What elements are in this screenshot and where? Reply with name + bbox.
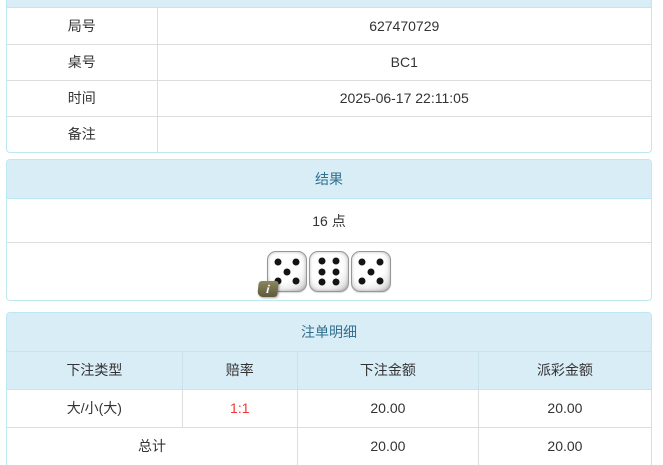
col-header-odds: 赔率 — [181, 352, 298, 389]
die-pip — [376, 258, 384, 266]
die-pip — [283, 268, 291, 275]
die-pip — [376, 277, 384, 285]
die-pip — [358, 277, 366, 285]
die-pip — [318, 257, 326, 265]
die-pip — [332, 278, 340, 286]
die-face-6 — [309, 251, 349, 292]
table-row: 桌号 BC1 — [7, 43, 651, 80]
total-payout-amount: 20.00 — [477, 426, 651, 465]
dice-row: i — [7, 243, 651, 300]
die-pip — [367, 268, 375, 275]
table-id-label: 桌号 — [7, 43, 158, 80]
table-row: 备注 — [7, 115, 651, 152]
result-points: 16 点 — [7, 199, 651, 243]
bets-header-row: 下注类型 赔率 下注金额 派彩金额 — [7, 352, 651, 389]
die-pip — [292, 258, 300, 266]
total-row: 总计 20.00 20.00 — [7, 426, 651, 465]
die-pip — [318, 268, 326, 275]
time-value: 2025-06-17 22:11:05 — [157, 79, 651, 116]
table-row: 局号 627470729 — [7, 8, 651, 44]
bet-details-panel: 注单明细 下注类型 赔率 下注金额 派彩金额 大/小(大) 1:1 20.00 … — [6, 312, 652, 465]
bet-row: 大/小(大) 1:1 20.00 20.00 — [7, 388, 651, 427]
col-header-payout-amount: 派彩金额 — [477, 352, 651, 389]
die-pip — [274, 258, 282, 266]
die-pip — [292, 277, 300, 285]
table-row: 时间 2025-06-17 22:11:05 — [7, 79, 651, 116]
game-info-panel: 局号 627470729 桌号 BC1 时间 2025-06-17 22:11:… — [6, 0, 652, 153]
remark-value — [157, 115, 651, 152]
table-id-value: BC1 — [157, 43, 651, 80]
die-pip — [358, 258, 366, 266]
bet-type: 大/小(大) — [7, 388, 183, 427]
total-label: 总计 — [7, 426, 298, 465]
bet-details-title: 注单明细 — [7, 313, 651, 352]
game-info-table: 局号 627470729 桌号 BC1 时间 2025-06-17 22:11:… — [7, 8, 651, 152]
bet-odds: 1:1 — [181, 388, 298, 427]
die-pip — [332, 257, 340, 265]
bet-amount: 20.00 — [296, 388, 479, 427]
die-pip — [318, 278, 326, 286]
col-header-bet-amount: 下注金额 — [296, 352, 479, 389]
info-tooltip-icon[interactable]: i — [257, 281, 279, 297]
die-pip — [274, 277, 282, 285]
round-id-value: 627470729 — [369, 17, 440, 34]
die-pip — [332, 268, 340, 275]
die-face-5: i — [257, 251, 307, 297]
time-label: 时间 — [7, 79, 158, 116]
result-panel: 结果 16 点 i — [6, 159, 652, 301]
round-id-label: 局号 — [7, 8, 158, 44]
remark-label: 备注 — [7, 115, 158, 152]
bet-payout: 20.00 — [477, 388, 651, 427]
bet-details-table: 下注类型 赔率 下注金额 派彩金额 大/小(大) 1:1 20.00 20.00… — [7, 352, 651, 465]
result-panel-title: 结果 — [7, 160, 651, 199]
total-bet-amount: 20.00 — [296, 426, 479, 465]
col-header-bet-type: 下注类型 — [7, 352, 183, 389]
die-face-5 — [351, 251, 391, 292]
top-header-strip — [7, 0, 651, 8]
